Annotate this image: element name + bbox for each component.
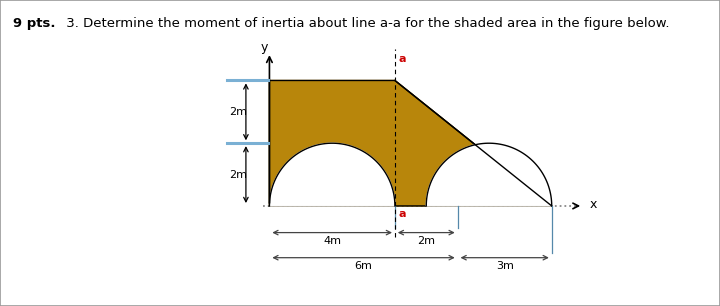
Text: 3. Determine the moment of inertia about line a-a for the shaded area in the fig: 3. Determine the moment of inertia about… — [62, 17, 670, 30]
Text: y: y — [261, 41, 269, 54]
Text: 9 pts.: 9 pts. — [13, 17, 55, 30]
Text: x: x — [590, 198, 597, 211]
Text: 2m: 2m — [418, 236, 436, 246]
Text: a: a — [398, 209, 405, 219]
Polygon shape — [269, 143, 395, 206]
Text: 6m: 6m — [354, 261, 372, 271]
Text: 2m: 2m — [229, 170, 247, 180]
Polygon shape — [269, 80, 552, 206]
Text: 2m: 2m — [229, 107, 247, 117]
Text: a: a — [398, 54, 405, 64]
Polygon shape — [426, 143, 552, 206]
Text: 4m: 4m — [323, 236, 341, 246]
Text: 3m: 3m — [496, 261, 513, 271]
